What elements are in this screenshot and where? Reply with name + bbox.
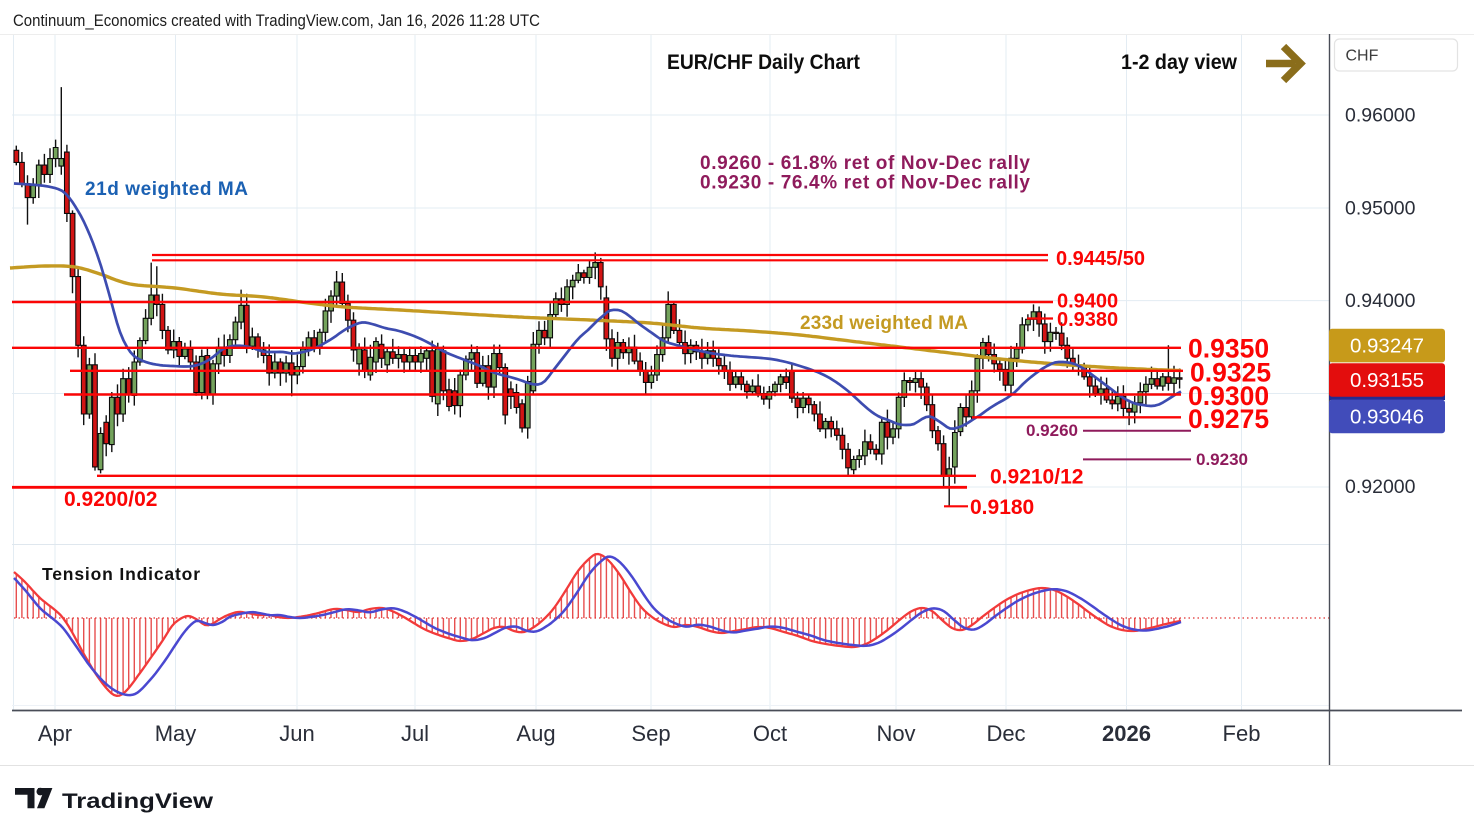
svg-text:Nov: Nov bbox=[876, 721, 915, 746]
svg-text:Dec: Dec bbox=[986, 721, 1025, 746]
svg-text:0.9350: 0.9350 bbox=[1188, 334, 1269, 364]
svg-text:Jul: Jul bbox=[401, 721, 429, 746]
svg-text:0.9275: 0.9275 bbox=[1188, 404, 1269, 434]
svg-text:233d weighted MA: 233d weighted MA bbox=[800, 313, 968, 334]
svg-text:0.9260 - 61.8% ret of Nov-Dec: 0.9260 - 61.8% ret of Nov-Dec rally bbox=[700, 153, 1030, 174]
svg-text:0.9200/02: 0.9200/02 bbox=[64, 488, 157, 511]
svg-text:0.9260: 0.9260 bbox=[1026, 421, 1078, 440]
svg-text:CHF: CHF bbox=[1346, 48, 1379, 65]
svg-text:0.9300: 0.9300 bbox=[1188, 381, 1269, 411]
svg-text:1-2 day view: 1-2 day view bbox=[1121, 51, 1238, 74]
svg-text:EUR/CHF Daily Chart: EUR/CHF Daily Chart bbox=[667, 50, 860, 74]
svg-text:0.9210/12: 0.9210/12 bbox=[990, 466, 1083, 489]
svg-text:0.9325: 0.9325 bbox=[1190, 358, 1271, 388]
svg-text:0.9230: 0.9230 bbox=[1196, 450, 1248, 469]
svg-text:0.93155: 0.93155 bbox=[1350, 369, 1424, 392]
svg-text:0.92000: 0.92000 bbox=[1345, 476, 1416, 498]
svg-text:Oct: Oct bbox=[753, 721, 787, 746]
svg-text:Jun: Jun bbox=[279, 721, 314, 746]
svg-text:Aug: Aug bbox=[516, 721, 555, 746]
svg-text:2026: 2026 bbox=[1102, 721, 1151, 746]
svg-text:0.96000: 0.96000 bbox=[1345, 105, 1416, 127]
svg-text:0.93046: 0.93046 bbox=[1350, 406, 1424, 429]
svg-text:0.9230 - 76.4% ret of Nov-Dec: 0.9230 - 76.4% ret of Nov-Dec rally bbox=[700, 173, 1030, 194]
svg-text:0.9400: 0.9400 bbox=[1057, 291, 1118, 313]
svg-text:21d weighted MA: 21d weighted MA bbox=[85, 179, 248, 200]
svg-text:0.9180: 0.9180 bbox=[970, 496, 1034, 519]
svg-text:TradingView: TradingView bbox=[62, 789, 213, 813]
svg-text:0.9445/50: 0.9445/50 bbox=[1056, 248, 1145, 270]
svg-text:0.94000: 0.94000 bbox=[1345, 290, 1416, 312]
svg-text:Continuum_Economics created wi: Continuum_Economics created with Trading… bbox=[13, 12, 540, 30]
svg-text:Sep: Sep bbox=[631, 721, 670, 746]
svg-text:Tension Indicator: Tension Indicator bbox=[42, 564, 200, 584]
svg-text:0.9380: 0.9380 bbox=[1057, 309, 1118, 331]
svg-text:Apr: Apr bbox=[38, 721, 72, 746]
svg-text:May: May bbox=[155, 721, 197, 746]
svg-text:Feb: Feb bbox=[1223, 721, 1261, 746]
svg-text:0.95000: 0.95000 bbox=[1345, 198, 1416, 220]
svg-text:0.93247: 0.93247 bbox=[1350, 335, 1424, 358]
